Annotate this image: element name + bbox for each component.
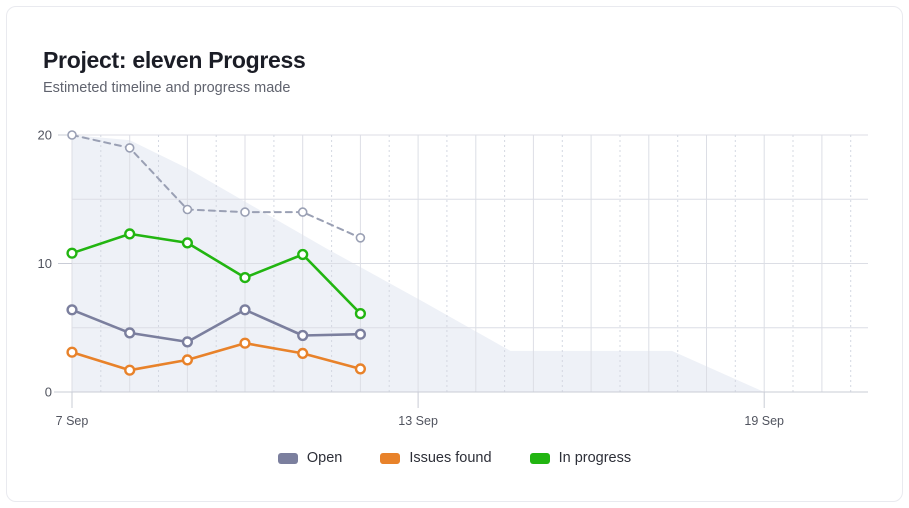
series-data-point[interactable] bbox=[297, 207, 308, 217]
legend-item-label: In progress bbox=[558, 450, 632, 466]
series-data-point[interactable] bbox=[239, 337, 251, 349]
series-data-point[interactable] bbox=[66, 247, 78, 259]
legend-swatch-icon bbox=[277, 452, 298, 464]
series-data-point[interactable] bbox=[124, 364, 136, 376]
series-data-point[interactable] bbox=[354, 363, 367, 375]
series-line bbox=[71, 134, 362, 239]
y-axis-tick-label: 10 bbox=[38, 256, 52, 271]
series-data-point[interactable] bbox=[297, 347, 309, 360]
series-data-point[interactable] bbox=[355, 233, 366, 243]
x-axis-tick-label: 13 Sep bbox=[398, 414, 438, 428]
series-line bbox=[70, 341, 362, 372]
series-data-point[interactable] bbox=[124, 228, 136, 240]
series-data-point[interactable] bbox=[182, 204, 193, 215]
series-data-point[interactable] bbox=[354, 308, 367, 320]
series-data-point[interactable] bbox=[239, 272, 251, 284]
x-axis-tick-label: 7 Sep bbox=[56, 414, 89, 428]
series-data-point[interactable] bbox=[181, 237, 194, 249]
y-axis-tick-label: 20 bbox=[38, 128, 52, 143]
chart-subtitle: Estimeted timeline and progress made bbox=[43, 80, 291, 96]
series-layer bbox=[66, 130, 367, 376]
series-data-point[interactable] bbox=[66, 304, 78, 316]
series-data-point[interactable] bbox=[297, 248, 309, 261]
series-line bbox=[70, 308, 362, 344]
series-data-point[interactable] bbox=[239, 304, 251, 316]
series-data-point[interactable] bbox=[181, 354, 194, 366]
y-axis-tick-label: 0 bbox=[45, 385, 52, 400]
legend-swatch-icon bbox=[529, 452, 550, 464]
chart-legend: Open Issues found In progress bbox=[0, 450, 909, 466]
series-data-point[interactable] bbox=[181, 336, 194, 348]
series-data-point[interactable] bbox=[124, 143, 135, 153]
page-title: Project: eleven Progress bbox=[43, 47, 306, 73]
series-line bbox=[70, 232, 362, 315]
axis-layer bbox=[54, 134, 868, 408]
legend-item[interactable]: In progress bbox=[529, 450, 632, 466]
series-data-point[interactable] bbox=[66, 346, 78, 358]
series-data-point[interactable] bbox=[354, 328, 367, 340]
series-data-point[interactable] bbox=[67, 130, 77, 140]
legend-item[interactable]: Issues found bbox=[380, 450, 492, 466]
x-axis-tick-label: 19 Sep bbox=[744, 414, 784, 428]
series-data-point[interactable] bbox=[297, 329, 309, 342]
series-data-point[interactable] bbox=[240, 207, 250, 217]
legend-item-label: Issues found bbox=[409, 450, 492, 466]
legend-swatch-icon bbox=[380, 452, 401, 464]
tick-labels-layer: 0 10 20 7 Sep 13 Sep 19 Sep bbox=[38, 128, 785, 429]
legend-item-label: Open bbox=[306, 450, 343, 466]
legend-item[interactable]: Open bbox=[277, 450, 343, 466]
series-data-point[interactable] bbox=[124, 327, 136, 339]
